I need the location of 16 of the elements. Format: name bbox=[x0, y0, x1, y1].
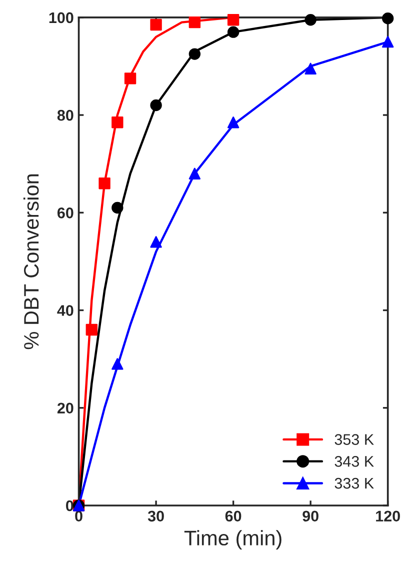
legend-label: 343 K bbox=[334, 456, 374, 467]
x-tick-label: 90 bbox=[302, 510, 318, 522]
legend-label: 333 K bbox=[334, 478, 374, 489]
x-tick-label: 120 bbox=[376, 510, 400, 522]
y-tick-label: 60 bbox=[57, 208, 74, 218]
y-tick-label: 20 bbox=[57, 402, 74, 414]
y-tick-label: 40 bbox=[57, 305, 74, 316]
y-tick-label: 0 bbox=[66, 500, 74, 512]
x-tick-label: 0 bbox=[75, 510, 82, 522]
y-tick-label: 100 bbox=[49, 12, 74, 24]
y-tick-label: 80 bbox=[57, 110, 74, 121]
y-axis-title: % DBT Conversion bbox=[23, 174, 39, 350]
legend-label: 353 K bbox=[334, 434, 374, 445]
x-tick-label: 60 bbox=[225, 510, 242, 522]
x-tick-label: 30 bbox=[148, 510, 164, 522]
x-axis-title: Time (min) bbox=[184, 530, 282, 550]
